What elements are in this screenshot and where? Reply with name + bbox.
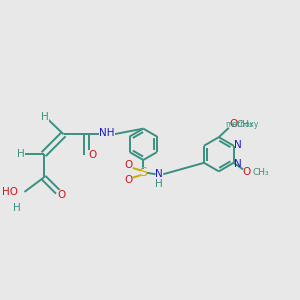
Text: H: H — [14, 203, 21, 213]
Text: N: N — [234, 159, 242, 169]
Text: N: N — [155, 169, 163, 179]
Text: NH: NH — [99, 128, 115, 138]
Text: HO: HO — [2, 187, 18, 197]
Text: H: H — [17, 149, 25, 159]
Text: O: O — [88, 150, 97, 161]
Text: methoxy: methoxy — [225, 120, 258, 129]
Text: O: O — [124, 176, 132, 185]
Text: CH₃: CH₃ — [236, 120, 253, 129]
Text: O: O — [230, 119, 238, 129]
Text: H: H — [155, 178, 163, 189]
Text: H: H — [41, 112, 49, 122]
Text: O: O — [124, 160, 132, 170]
Text: O: O — [243, 167, 251, 177]
Text: CH₃: CH₃ — [252, 168, 269, 177]
Text: S: S — [139, 166, 147, 179]
Text: O: O — [57, 190, 65, 200]
Text: N: N — [234, 140, 242, 150]
